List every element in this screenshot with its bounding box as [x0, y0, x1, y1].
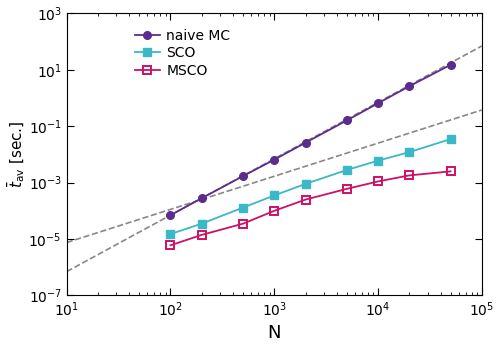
SCO: [302, 182, 308, 186]
Y-axis label: $\bar{t}_{\mathrm{av}}$ [sec.]: $\bar{t}_{\mathrm{av}}$ [sec.]: [6, 121, 27, 188]
SCO: [406, 150, 412, 154]
MSCO: [272, 209, 278, 213]
MSCO: [168, 243, 173, 247]
SCO: [375, 159, 381, 163]
SCO: [168, 232, 173, 236]
naive MC: [406, 84, 412, 88]
MSCO: [302, 198, 308, 202]
MSCO: [375, 179, 381, 183]
MSCO: [448, 169, 454, 173]
naive MC: [272, 158, 278, 162]
naive MC: [302, 141, 308, 145]
MSCO: [198, 233, 204, 237]
Line: MSCO: MSCO: [166, 167, 455, 250]
MSCO: [240, 222, 246, 226]
Line: SCO: SCO: [166, 135, 455, 238]
naive MC: [375, 101, 381, 105]
SCO: [272, 193, 278, 198]
MSCO: [406, 173, 412, 177]
SCO: [198, 222, 204, 226]
X-axis label: N: N: [268, 324, 281, 342]
SCO: [448, 137, 454, 141]
naive MC: [168, 213, 173, 217]
SCO: [240, 206, 246, 210]
naive MC: [198, 196, 204, 200]
Legend: naive MC, SCO, MSCO: naive MC, SCO, MSCO: [132, 26, 234, 80]
SCO: [344, 168, 350, 172]
Line: naive MC: naive MC: [166, 61, 455, 219]
naive MC: [344, 118, 350, 122]
naive MC: [240, 174, 246, 178]
naive MC: [448, 63, 454, 67]
MSCO: [344, 187, 350, 191]
